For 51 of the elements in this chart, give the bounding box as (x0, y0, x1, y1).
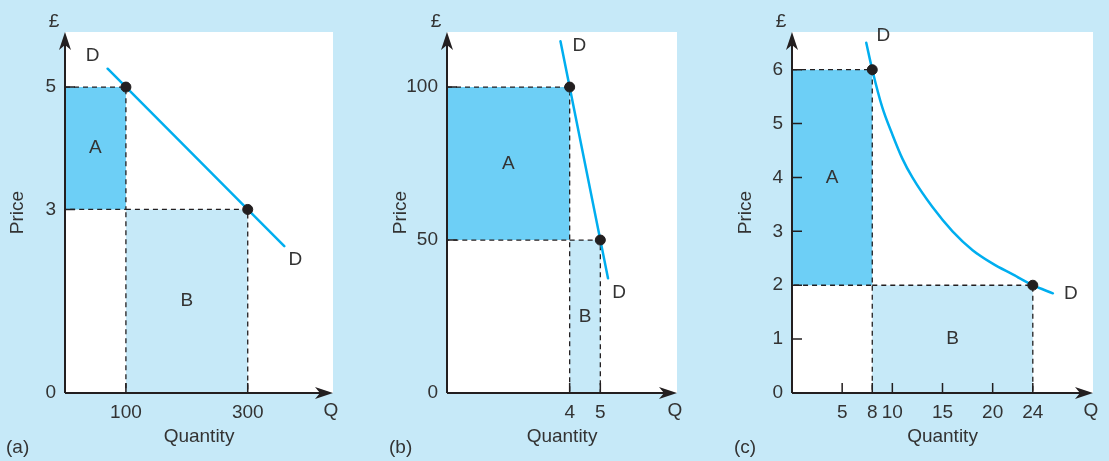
series-label: D (612, 280, 626, 302)
x-tick-label: 15 (931, 400, 954, 422)
series-label: A (501, 151, 515, 173)
text: Q (667, 399, 683, 421)
text: D (85, 43, 100, 65)
y-tick-label: 5 (772, 111, 783, 133)
y-tick-label: 0 (45, 381, 56, 403)
series-label: B (946, 327, 959, 349)
y-tick-label: 4 (772, 165, 784, 187)
text: (c) (734, 436, 757, 458)
x-tick-label: 5 (836, 400, 848, 422)
text: Q (323, 399, 339, 421)
text: Q (1083, 399, 1099, 421)
line-series (865, 41, 1055, 295)
y-axis-title: Price (5, 190, 27, 235)
text: (a) (6, 436, 30, 458)
x-tick-label: 300 (231, 400, 264, 422)
x-axis-title: Quantity (907, 424, 979, 446)
x-axis-title: Quantity (163, 424, 235, 446)
text: D (572, 34, 587, 56)
y-tick-label: 5 (45, 75, 56, 97)
y-tick-label: 100 (406, 75, 438, 97)
series-label: D (288, 248, 303, 270)
x-tick-label: 5 (595, 400, 606, 422)
x-tick-label: 4 (564, 400, 576, 422)
y-tick-label: 6 (772, 57, 783, 79)
y-axis-title: Price (733, 190, 755, 235)
series-label: A (89, 136, 103, 158)
text: £ (430, 10, 442, 32)
y-tick-label: 0 (427, 381, 438, 403)
series-label: A (825, 165, 839, 187)
series-label: B (578, 304, 592, 326)
y-tick-label: 50 (416, 228, 438, 250)
x-tick-label: 8 (866, 400, 878, 422)
text: £ (48, 10, 60, 32)
y-tick-label: 2 (772, 273, 783, 295)
series-label: B (180, 289, 194, 311)
text: (b) (389, 436, 413, 458)
y-tick-label: 3 (45, 197, 56, 219)
y-tick-label: 3 (772, 219, 783, 241)
y-axis-title: Price (388, 190, 410, 235)
x-axis-title: Quantity (526, 424, 598, 446)
x-tick-label: 24 (1022, 400, 1044, 422)
y-tick-label: 1 (772, 327, 783, 349)
series-label: D (876, 24, 891, 46)
x-tick-label: 100 (110, 400, 142, 422)
y-tick-label: 0 (772, 381, 783, 403)
x-tick-label: 10 (881, 400, 903, 422)
text: D (1064, 281, 1078, 303)
x-tick-label: 20 (982, 400, 1004, 422)
text: £ (775, 10, 787, 32)
